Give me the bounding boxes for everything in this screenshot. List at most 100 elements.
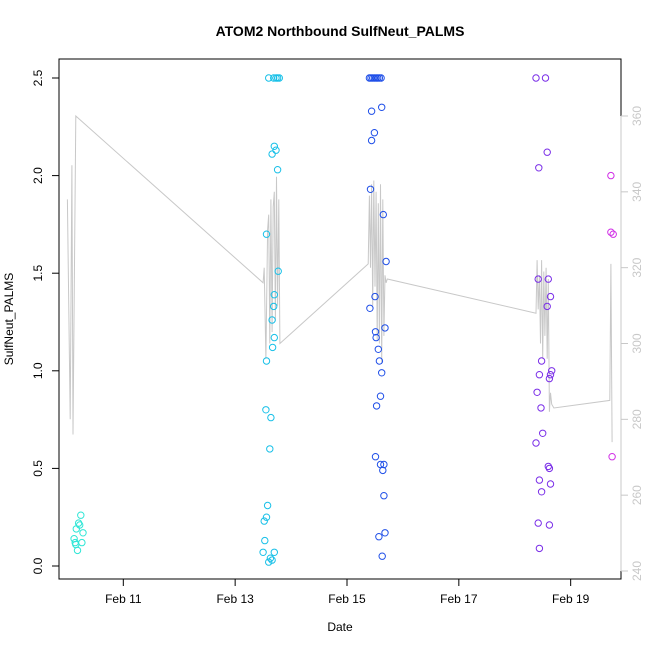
data-point (262, 357, 271, 365)
y-tick-label: 1.0 (31, 362, 45, 379)
right-y-axis: 240 260 280 300 320 340 360 (620, 106, 644, 581)
data-point (543, 302, 551, 311)
data-point (378, 552, 386, 560)
right-y-tick-label: 340 (630, 182, 644, 202)
data-point (534, 519, 542, 527)
y-axis: 0.0 0.5 1.0 1.5 2.0 2.5 (31, 69, 60, 574)
data-point (381, 324, 389, 332)
x-tick-label: Feb 13 (216, 592, 254, 606)
data-point (534, 275, 542, 283)
temperature-line (66, 114, 613, 443)
data-point (266, 445, 274, 453)
right-y-tick-label: 320 (630, 257, 644, 277)
chart-title: ATOM2 Northbound SulfNeut_PALMS (216, 23, 465, 39)
y-tick-label: 2.5 (31, 69, 45, 86)
data-point (71, 538, 79, 547)
y-tick-label: 0.0 (31, 557, 45, 574)
y-tick-label: 2.0 (31, 167, 45, 184)
data-point (367, 107, 376, 115)
data-point (375, 357, 384, 365)
data-point (275, 74, 283, 82)
data-point (379, 466, 387, 475)
right-y-tick-label: 240 (630, 561, 644, 581)
data-point (370, 129, 379, 137)
x-axis: Feb 11 Feb 13 Feb 15 Feb 17 Feb 19 (105, 578, 590, 606)
data-point (380, 492, 388, 500)
y-tick-label: 0.5 (31, 460, 45, 477)
data-point (535, 476, 544, 484)
data-point (376, 392, 385, 400)
data-point (273, 166, 282, 174)
data-point (270, 548, 278, 556)
data-point (541, 74, 550, 82)
data-point (76, 521, 84, 529)
data-point (272, 146, 280, 154)
right-y-tick-label: 360 (630, 106, 644, 126)
data-point (263, 501, 272, 510)
data-point (259, 548, 267, 556)
data-point (78, 538, 86, 547)
data-point (535, 371, 544, 379)
data-point (270, 142, 278, 151)
data-point (381, 529, 389, 537)
data-point (270, 302, 278, 311)
data-point (543, 148, 551, 156)
data-point (262, 406, 270, 414)
data-point (533, 388, 541, 396)
data-point (537, 357, 546, 365)
y-axis-label: SulfNeut_PALMS (2, 273, 16, 366)
temperature-line-layer (66, 114, 613, 443)
data-point (607, 171, 615, 180)
data-point (268, 556, 276, 564)
data-point (609, 230, 617, 238)
data-point (265, 74, 273, 82)
data-point (79, 529, 87, 537)
data-point (268, 316, 276, 324)
data-point (262, 230, 271, 238)
x-tick-label: Feb 15 (328, 592, 366, 606)
data-point (546, 480, 555, 488)
data-point (261, 536, 269, 545)
data-point (73, 546, 82, 555)
data-point (270, 291, 278, 299)
data-point (532, 439, 540, 447)
data-point (379, 210, 387, 219)
data-point (372, 333, 380, 342)
data-point (378, 103, 386, 112)
data-point (375, 533, 383, 541)
data-point (607, 228, 615, 236)
data-point (267, 413, 275, 422)
data-point (372, 402, 381, 410)
data-point (268, 150, 276, 158)
data-point (545, 374, 554, 383)
right-y-tick-label: 260 (630, 485, 644, 505)
right-y-tick-label: 300 (630, 333, 644, 353)
data-point (262, 513, 271, 521)
data-point (545, 521, 554, 529)
x-axis-label: Date (327, 620, 353, 634)
data-point (539, 429, 547, 437)
data-point (377, 74, 385, 82)
data-point (77, 511, 85, 519)
data-points-layer (70, 74, 617, 566)
data-point (532, 74, 540, 82)
data-point (367, 136, 376, 145)
data-point (378, 369, 386, 377)
data-point (535, 164, 543, 172)
data-point (266, 554, 275, 562)
data-point (371, 328, 380, 336)
data-point (608, 453, 616, 461)
data-point (268, 343, 277, 352)
y-tick-label: 1.5 (31, 265, 45, 282)
data-point (535, 544, 544, 553)
data-point (537, 488, 546, 496)
x-tick-label: Feb 17 (440, 592, 478, 606)
data-point (548, 367, 556, 375)
data-point (270, 74, 278, 82)
data-point (366, 304, 374, 312)
data-point (72, 525, 81, 533)
data-point (546, 292, 555, 301)
data-point (544, 275, 552, 283)
data-point (371, 453, 380, 461)
data-point (546, 371, 555, 379)
